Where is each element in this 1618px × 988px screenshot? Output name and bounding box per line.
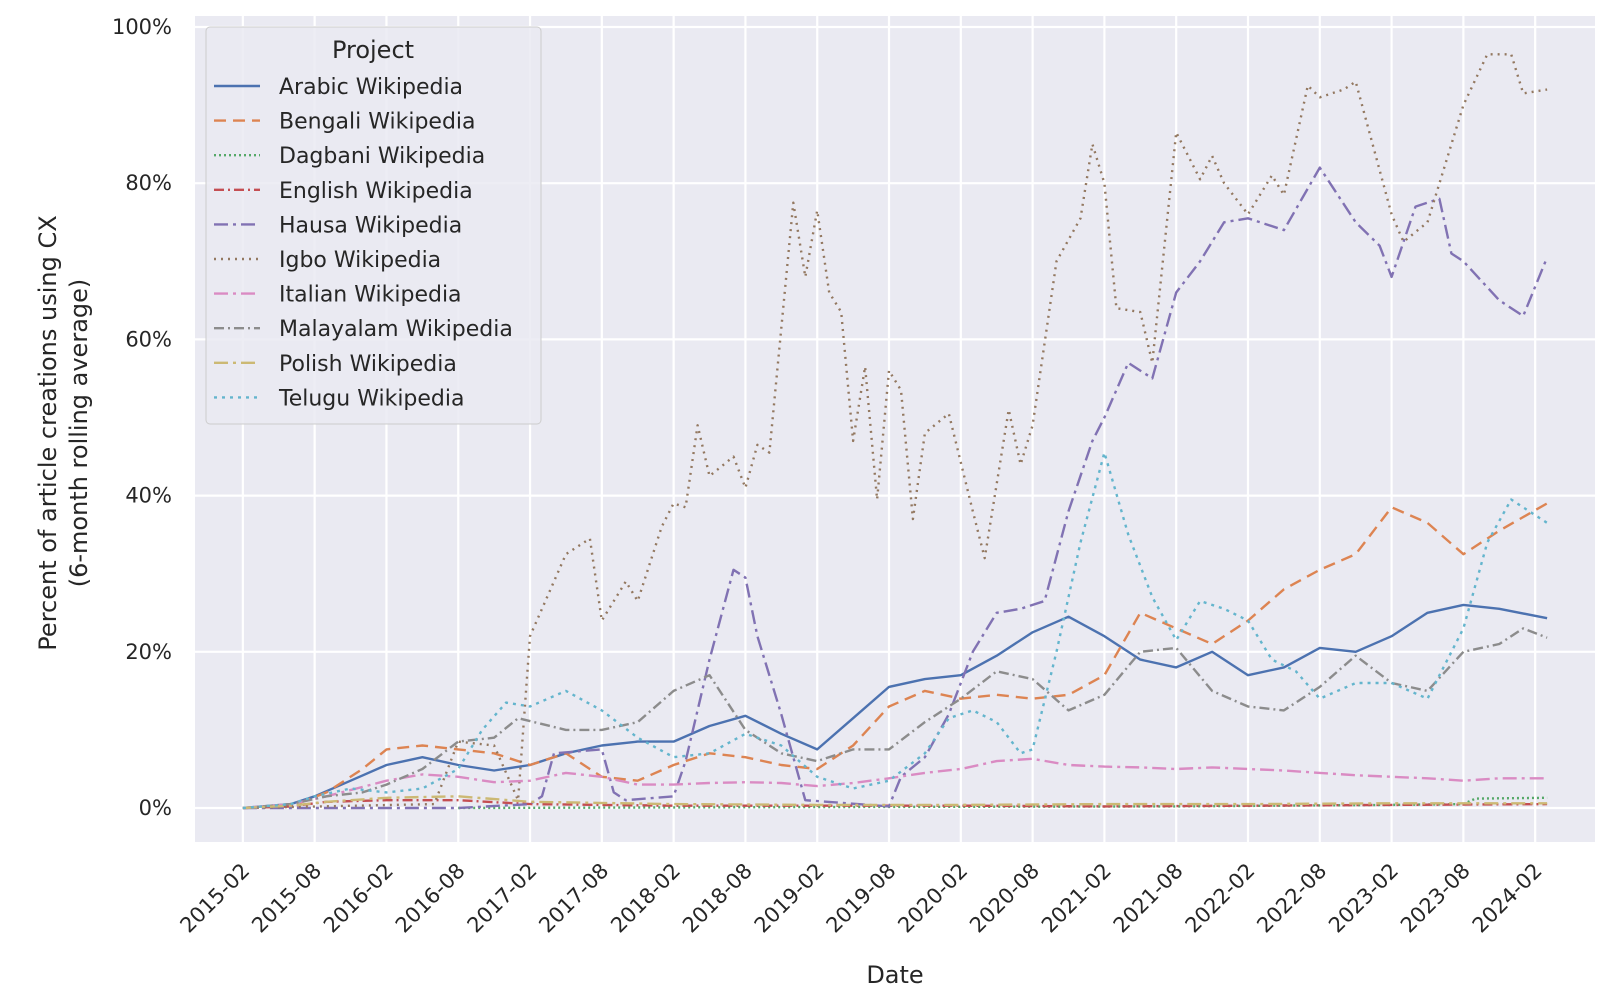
y-tick-label: 0%: [139, 796, 172, 820]
series-line: [242, 603, 1548, 810]
series-line: [242, 53, 1548, 810]
legend-label: Telugu Wikipedia: [278, 386, 465, 411]
x-tick-label: 2016-02: [319, 859, 398, 938]
legend-label: Dagbani Wikipedia: [279, 144, 485, 169]
y-axis-label: Percent of article creations using CX (6…: [34, 215, 93, 650]
x-tick-label: 2023-08: [1396, 859, 1475, 938]
y-axis-ticks: 0% 20% 40% 60% 80% 100%: [112, 15, 172, 820]
legend-label: Italian Wikipedia: [279, 283, 462, 308]
legend-box: [205, 26, 542, 425]
series-lines: [242, 53, 1549, 810]
x-tick-label: 2018-08: [678, 859, 757, 938]
legend-label: Igbo Wikipedia: [279, 248, 441, 273]
legend-items: Arabic Wikipedia Bengali Wikipedia Dagbani…: [214, 75, 513, 411]
x-tick-label: 2023-02: [1324, 859, 1403, 938]
y-tick-label: 40%: [125, 484, 172, 508]
x-tick-label: 2022-08: [1252, 859, 1331, 938]
legend-label: Malayalam Wikipedia: [279, 317, 513, 342]
y-tick-label: 100%: [112, 15, 172, 39]
x-tick-label: 2021-02: [1037, 859, 1116, 938]
series-line: [242, 166, 1549, 810]
y-axis-label-line-1: Percent of article creations using CX: [34, 215, 62, 650]
x-tick-label: 2019-02: [750, 859, 829, 938]
x-axis-ticks: 2015-022015-082016-022016-082017-022017-…: [175, 859, 1546, 938]
x-tick-label: 2020-02: [893, 859, 972, 938]
x-tick-label: 2017-02: [463, 859, 542, 938]
y-tick-label: 80%: [125, 171, 172, 195]
x-tick-label: 2015-02: [175, 859, 254, 938]
series-line: [242, 502, 1548, 810]
x-tick-label: 2019-08: [822, 859, 901, 938]
legend-label: Bengali Wikipedia: [279, 110, 476, 135]
x-tick-label: 2020-08: [965, 859, 1044, 938]
x-tick-label: 2017-08: [534, 859, 613, 938]
legend-title: Project: [332, 36, 414, 64]
y-tick-label: 60%: [125, 327, 172, 351]
y-axis-label-line-2: (6-month rolling average): [65, 279, 93, 588]
x-tick-label: 2021-08: [1109, 859, 1188, 938]
y-tick-label: 20%: [125, 640, 172, 664]
series-line: [242, 795, 1548, 810]
series-line: [242, 451, 1548, 810]
x-axis-label: Date: [866, 961, 923, 988]
legend: Project Arabic Wikipedia Bengali Wikipedi…: [205, 26, 542, 425]
legend-label: Hausa Wikipedia: [279, 213, 462, 238]
legend-label: Polish Wikipedia: [279, 352, 457, 377]
x-tick-label: 2016-08: [391, 859, 470, 938]
x-tick-label: 2022-02: [1181, 859, 1260, 938]
x-tick-label: 2018-02: [606, 859, 685, 938]
series-line: [242, 757, 1548, 810]
x-tick-label: 2024-02: [1468, 859, 1547, 938]
x-tick-label: 2015-08: [247, 859, 326, 938]
legend-label: English Wikipedia: [279, 179, 473, 204]
legend-label: Arabic Wikipedia: [279, 75, 463, 100]
series-line: [242, 627, 1548, 810]
